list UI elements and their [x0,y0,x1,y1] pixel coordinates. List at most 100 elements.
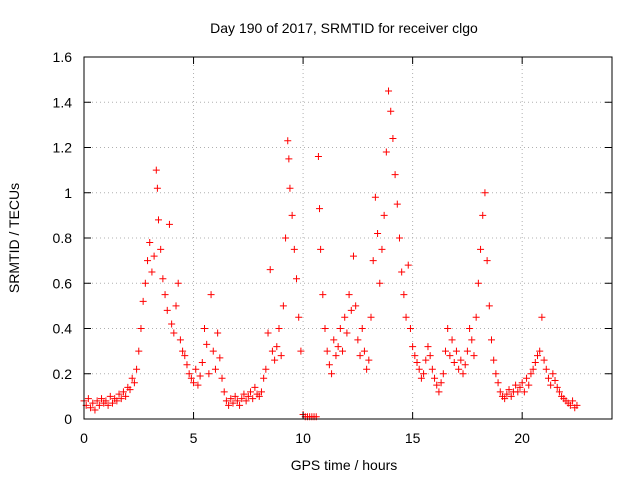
y-tick-label: 0.4 [53,321,73,337]
data-point [492,370,500,378]
data-point [437,379,445,387]
data-point [284,137,292,145]
data-point [328,370,336,378]
data-point [286,184,294,192]
data-point [444,325,452,332]
data-point [238,395,246,403]
data-point [227,395,235,403]
data-point [483,257,491,265]
data-point [411,352,419,360]
data-point [501,395,509,403]
x-tick-label: 15 [405,430,421,446]
data-point [426,352,434,360]
data-point [395,234,403,242]
data-point [187,374,195,382]
y-tick-label: 0.6 [53,275,73,291]
data-point [481,189,489,197]
data-point [452,347,460,355]
data-point [385,87,393,95]
data-point [89,399,97,407]
data-point [214,329,222,337]
data-point [190,379,198,387]
data-point [216,354,224,362]
data-point [104,401,112,409]
data-point [148,268,156,276]
data-point [279,302,287,310]
data-point [183,361,191,369]
data-point [316,205,324,213]
data-point [126,386,134,394]
data-point [95,401,103,409]
data-point [277,352,285,360]
data-point [93,397,101,405]
data-point [400,291,408,299]
data-point [516,383,524,391]
data-point [472,313,480,321]
data-point [496,388,504,396]
data-point [424,343,432,351]
data-point [380,211,388,219]
data-point [236,401,244,409]
data-point [371,193,379,201]
data-point [339,347,347,355]
data-point [448,336,456,344]
data-point [192,365,200,373]
x-tick-label: 0 [80,430,88,446]
data-point [459,370,467,378]
data-point [389,134,397,142]
data-point [209,347,217,355]
data-point [463,347,471,355]
data-point [317,245,325,253]
data-point [387,107,395,115]
y-tick-label: 0.8 [53,230,73,246]
data-point [479,211,487,219]
y-tick-labels: 0 0.2 0.4 0.6 0.8 1 1.2 1.4 1.6 [53,49,73,427]
data-point [133,365,141,373]
data-point [91,406,99,414]
data-point [398,268,406,276]
data-point [185,370,193,378]
data-point [332,352,340,360]
x-tick-label: 10 [295,430,311,446]
data-point [297,347,305,355]
y-tick-label: 0.2 [53,366,73,382]
data-point [433,381,441,389]
data-point [275,325,283,332]
y-axis-label: SRMTID / TECUs [6,183,22,293]
data-point [529,365,537,373]
data-point [538,313,546,321]
data-point [325,361,333,369]
data-point [119,388,127,396]
data-point [573,401,581,409]
data-point [314,153,322,161]
data-point [135,347,143,355]
data-point [229,399,237,407]
data-point [225,401,233,409]
data-point [503,390,511,398]
data-point [288,211,296,219]
data-point [527,370,535,378]
data-point [266,266,274,274]
data-point [347,306,355,314]
data-point [285,155,293,163]
data-point [161,291,169,299]
data-point [163,306,171,314]
data-point [488,336,496,344]
data-point [165,220,173,228]
data-point [242,397,250,405]
data-point [470,352,478,360]
data-point [102,397,110,405]
data-point [211,365,219,373]
data-point [520,388,528,396]
data-point [139,297,147,305]
data-point [507,392,515,400]
data-point [374,229,382,237]
y-tick-label: 1.6 [53,49,73,65]
data-point [260,374,268,382]
data-point [293,275,301,283]
data-point [428,365,436,373]
data-point [534,352,542,360]
x-axis-label: GPS time / hours [291,457,398,473]
data-point [176,336,184,344]
